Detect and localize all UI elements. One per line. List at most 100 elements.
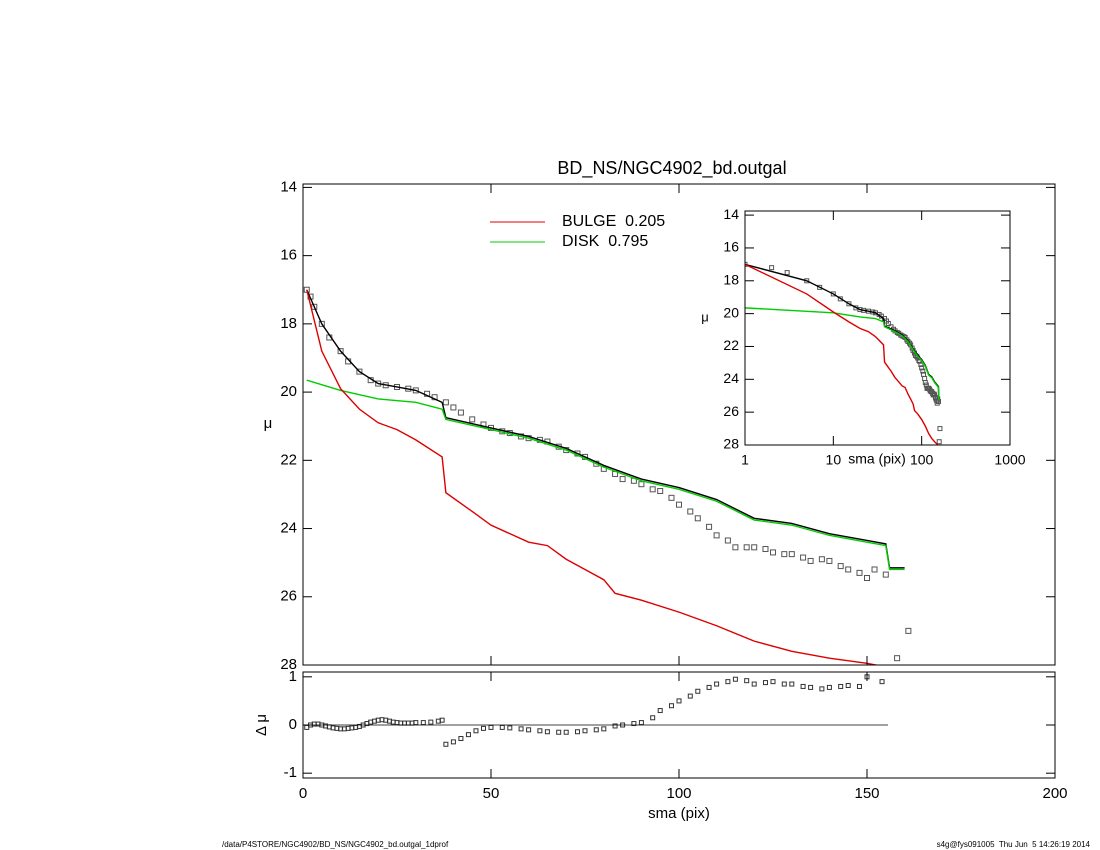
y-tick-label: 20 bbox=[723, 304, 739, 320]
data-point bbox=[817, 284, 823, 290]
data-point bbox=[879, 679, 885, 685]
data-point bbox=[936, 439, 942, 445]
data-point bbox=[743, 544, 750, 551]
plot-area bbox=[303, 286, 912, 665]
data-point bbox=[469, 416, 476, 423]
legend-label: DISK 0.795 bbox=[562, 233, 648, 250]
data-point bbox=[318, 320, 325, 327]
data-point bbox=[931, 391, 937, 397]
data-point bbox=[706, 523, 713, 530]
footer-left: /data/P4STORE/NGC4902/BD_NS/NGC4902_bd.o… bbox=[222, 840, 449, 849]
data-point bbox=[499, 724, 505, 730]
profile-line bbox=[306, 379, 905, 571]
data-point bbox=[845, 682, 851, 688]
data-point bbox=[769, 265, 775, 271]
data-point bbox=[563, 729, 569, 735]
data-point bbox=[732, 544, 739, 551]
data-point bbox=[458, 735, 464, 741]
data-point bbox=[725, 679, 731, 685]
data-point bbox=[837, 563, 844, 570]
data-point bbox=[544, 729, 550, 735]
data-point bbox=[845, 566, 852, 573]
data-point bbox=[601, 726, 607, 732]
data-point bbox=[713, 532, 720, 539]
data-point bbox=[687, 693, 693, 699]
x-axis-label: sma (pix) bbox=[848, 451, 906, 467]
data-point bbox=[788, 551, 795, 558]
data-point bbox=[507, 725, 513, 731]
data-point bbox=[695, 688, 701, 694]
data-point bbox=[856, 683, 862, 689]
data-point bbox=[574, 729, 580, 735]
y-tick-label: 18 bbox=[280, 315, 297, 332]
data-point bbox=[694, 515, 701, 522]
data-point bbox=[819, 686, 825, 692]
data-point bbox=[918, 362, 924, 368]
plot-area bbox=[304, 674, 885, 747]
y-tick-label: 16 bbox=[280, 247, 297, 264]
data-point bbox=[443, 741, 449, 747]
y-tick-label: 14 bbox=[723, 206, 739, 222]
y-tick-label: 22 bbox=[280, 451, 297, 468]
data-point bbox=[600, 465, 607, 472]
data-point bbox=[922, 375, 928, 381]
data-point bbox=[864, 575, 870, 582]
x-tick-label: 100 bbox=[910, 452, 934, 468]
data-point bbox=[687, 508, 694, 515]
x-axis-label: sma (pix) bbox=[648, 805, 710, 822]
y-tick-label: 0 bbox=[289, 716, 297, 733]
x-tick-label: 1 bbox=[741, 452, 749, 468]
x-tick-label: 200 bbox=[1042, 785, 1067, 802]
data-point bbox=[668, 703, 674, 709]
profile-line bbox=[306, 289, 905, 569]
data-point bbox=[480, 725, 486, 731]
data-point bbox=[465, 732, 471, 738]
profile-line bbox=[745, 263, 939, 445]
data-point bbox=[807, 557, 814, 564]
data-point bbox=[593, 727, 599, 733]
data-point bbox=[631, 721, 637, 727]
data-point bbox=[649, 486, 656, 493]
data-point bbox=[473, 728, 479, 734]
data-point bbox=[789, 681, 795, 687]
y-tick-label: 18 bbox=[723, 271, 739, 287]
x-tick-label: 50 bbox=[483, 785, 500, 802]
data-point bbox=[838, 683, 844, 689]
x-tick-label: 10 bbox=[826, 452, 842, 468]
y-tick-label: 24 bbox=[723, 370, 739, 386]
data-point bbox=[413, 720, 419, 726]
data-point bbox=[457, 409, 464, 416]
data-point bbox=[612, 723, 618, 729]
data-point bbox=[450, 739, 456, 745]
data-point bbox=[937, 426, 943, 432]
data-point bbox=[762, 680, 768, 686]
data-point bbox=[638, 481, 645, 488]
data-point bbox=[732, 676, 738, 682]
data-point bbox=[480, 421, 487, 428]
y-tick-label: 26 bbox=[280, 588, 297, 605]
data-point bbox=[846, 301, 852, 307]
data-point bbox=[784, 270, 790, 276]
data-point bbox=[781, 681, 787, 687]
data-point bbox=[337, 348, 344, 355]
data-point bbox=[781, 551, 788, 558]
data-point bbox=[650, 715, 656, 721]
y-tick-label: 1 bbox=[289, 668, 297, 685]
data-point bbox=[894, 655, 901, 662]
y-tick-label: 28 bbox=[280, 656, 297, 673]
data-point bbox=[676, 501, 682, 508]
data-point bbox=[657, 488, 664, 495]
y-tick-label: 16 bbox=[723, 239, 739, 255]
data-point bbox=[818, 556, 825, 563]
data-point bbox=[619, 476, 626, 483]
data-point bbox=[919, 365, 925, 371]
profile-line bbox=[745, 307, 940, 400]
plot-area bbox=[745, 261, 943, 445]
data-point bbox=[439, 717, 445, 723]
data-point bbox=[920, 368, 926, 374]
y-tick-label: 24 bbox=[280, 520, 297, 537]
data-point bbox=[668, 494, 675, 501]
data-point bbox=[537, 728, 543, 734]
frame bbox=[302, 183, 1056, 666]
